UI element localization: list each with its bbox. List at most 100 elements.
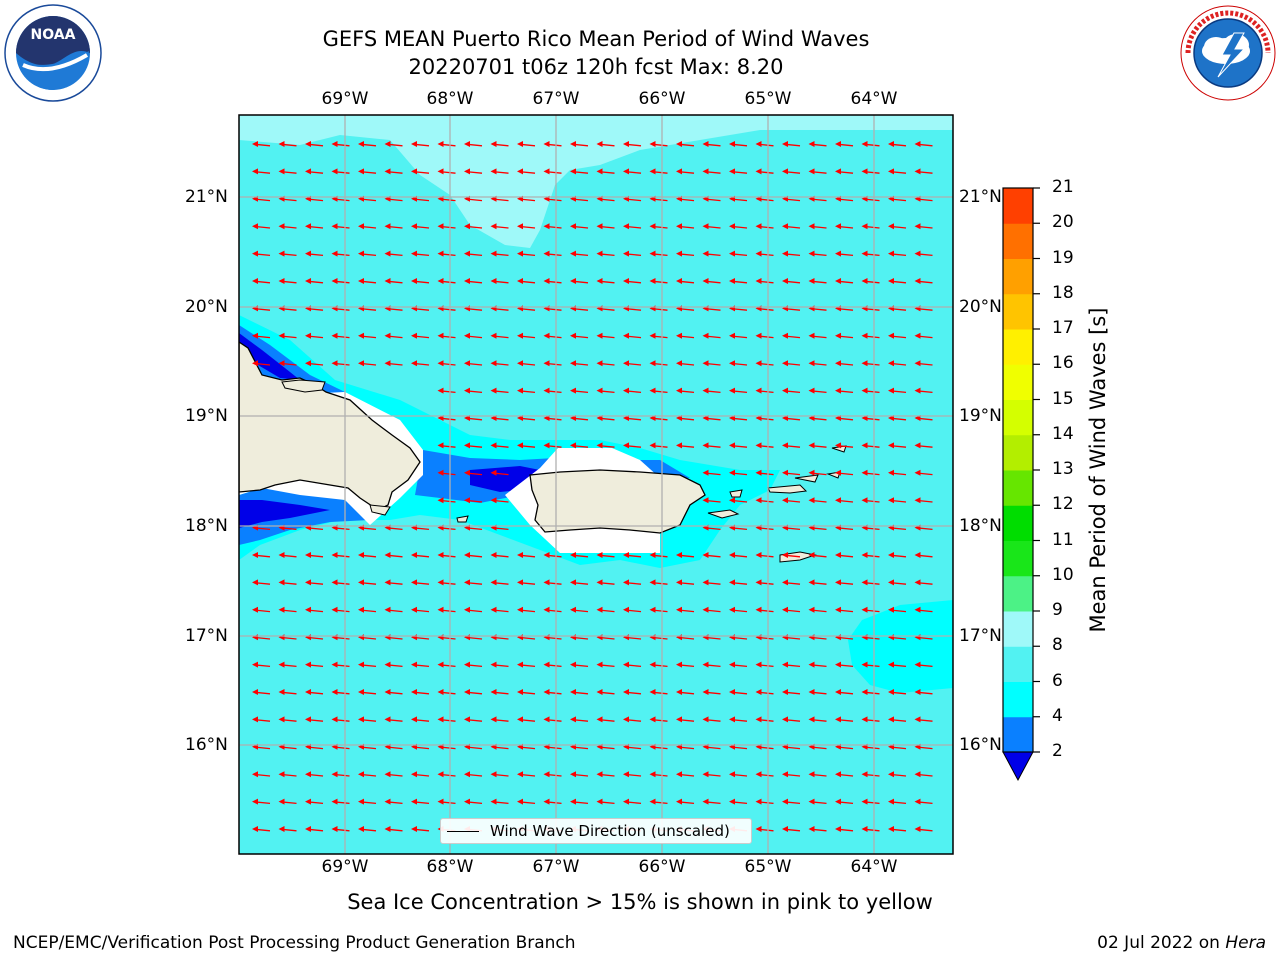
wave-arrow	[252, 278, 271, 284]
wave-arrow	[702, 332, 721, 339]
wave-arrow	[835, 552, 854, 558]
wave-arrow	[596, 278, 615, 284]
colorbar-tick-label: 15	[1052, 388, 1074, 409]
wave-arrow	[676, 442, 695, 449]
wave-arrow	[782, 771, 801, 778]
wave-arrow	[676, 689, 695, 695]
wave-arrow	[464, 278, 483, 284]
wave-arrow	[861, 387, 880, 394]
wave-arrow	[729, 250, 748, 257]
wave-arrow	[596, 552, 615, 558]
wave-arrow	[914, 223, 933, 230]
wave-arrow	[596, 716, 615, 723]
wave-arrow	[676, 798, 695, 805]
chart-title-line1: GEFS MEAN Puerto Rico Mean Period of Win…	[322, 27, 870, 51]
wave-arrow	[755, 168, 774, 175]
wave-arrow	[464, 469, 483, 476]
wave-arrow	[464, 661, 483, 668]
wave-arrow	[729, 606, 748, 613]
wave-arrow	[755, 223, 774, 230]
wave-arrow	[888, 141, 907, 147]
wave-arrow	[835, 387, 854, 394]
wave-arrow	[729, 278, 748, 284]
wave-arrow	[490, 716, 509, 723]
wave-arrow	[676, 332, 695, 339]
wave-arrow	[358, 278, 377, 284]
wave-arrow	[411, 168, 430, 175]
wave-arrow	[649, 223, 668, 230]
wave-arrow	[331, 278, 350, 284]
colorbar-swatch	[1003, 681, 1033, 718]
wave-arrow	[623, 278, 642, 284]
wave-arrow	[384, 278, 403, 284]
wave-arrow	[305, 826, 324, 832]
wave-arrow	[782, 579, 801, 586]
wave-arrow	[808, 661, 827, 668]
wave-arrow	[411, 798, 430, 805]
wave-arrow	[437, 798, 456, 805]
wave-arrow	[464, 141, 483, 147]
wave-arrow	[755, 360, 774, 367]
colorbar-swatch	[1003, 716, 1033, 753]
wave-arrow	[596, 250, 615, 257]
colorbar-swatch	[1003, 258, 1033, 295]
wave-arrow	[490, 469, 509, 476]
lon-label-bottom-65w: 65°W	[744, 857, 792, 877]
wave-arrow	[888, 250, 907, 257]
wave-arrow	[252, 771, 271, 778]
colorbar-swatch	[1003, 646, 1033, 682]
wave-arrow	[278, 606, 297, 613]
wave-arrow	[252, 689, 271, 695]
lat-label-left-19n: 19°N	[185, 406, 228, 426]
wave-arrow	[729, 387, 748, 394]
nws-logo	[1180, 5, 1276, 101]
wave-arrow	[808, 826, 827, 832]
wave-arrow	[702, 278, 721, 284]
colorbar-swatch	[1003, 399, 1033, 436]
wave-arrow	[517, 689, 536, 695]
wave-arrow	[464, 250, 483, 257]
wave-arrow	[782, 552, 801, 558]
wave-arrow	[888, 223, 907, 230]
wave-arrow	[411, 223, 430, 230]
wave-arrow	[517, 716, 536, 723]
wave-arrow	[278, 168, 297, 175]
wave-arrow	[517, 168, 536, 175]
wave-arrow	[490, 579, 509, 586]
colorbar-tick-label: 16	[1052, 353, 1074, 374]
wave-arrow	[570, 552, 589, 558]
wave-arrow	[490, 442, 509, 449]
wave-arrow	[835, 278, 854, 284]
wave-arrow	[623, 168, 642, 175]
wave-arrow	[305, 606, 324, 613]
wave-arrow	[358, 360, 377, 367]
wave-arrow	[543, 661, 562, 668]
wave-arrow	[808, 579, 827, 586]
wave-arrow	[755, 771, 774, 778]
lon-label-top-68w: 68°W	[426, 89, 474, 109]
wave-arrow	[490, 141, 509, 147]
wave-arrow	[835, 798, 854, 805]
wave-arrow	[729, 469, 748, 476]
lon-label-bottom-69w: 69°W	[321, 857, 369, 877]
wave-arrow	[835, 360, 854, 367]
wave-arrow	[490, 771, 509, 778]
wave-arrow	[914, 278, 933, 284]
colorbar-tick-label: 6	[1052, 670, 1063, 691]
wave-arrow	[570, 689, 589, 695]
wave-arrow	[729, 689, 748, 695]
wave-arrow	[543, 579, 562, 586]
legend-line-sample	[447, 831, 479, 832]
wave-arrow	[914, 826, 933, 832]
wave-arrow	[437, 278, 456, 284]
wave-arrow	[384, 250, 403, 257]
wave-arrow	[729, 141, 748, 147]
lon-label-top-65w: 65°W	[744, 89, 792, 109]
wave-arrow	[702, 497, 721, 504]
wave-arrow	[570, 387, 589, 394]
wave-arrow	[782, 661, 801, 668]
wave-arrow	[358, 661, 377, 668]
wave-arrow	[384, 689, 403, 695]
wave-arrow	[411, 579, 430, 586]
wave-arrow	[384, 826, 403, 832]
